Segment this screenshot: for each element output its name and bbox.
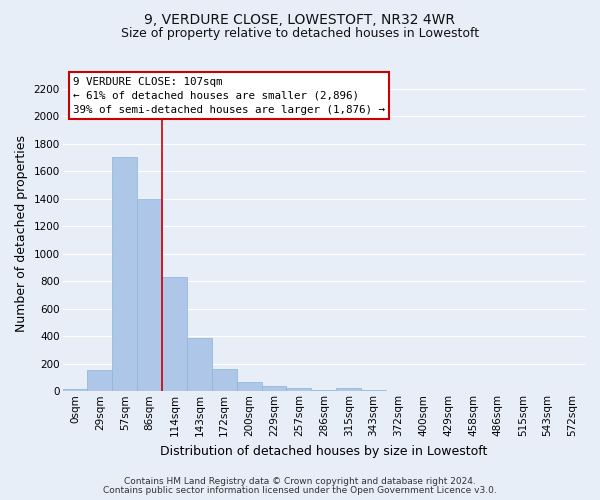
Bar [62, 389, 88, 392]
Bar [187, 338, 212, 392]
Bar [286, 388, 311, 392]
X-axis label: Distribution of detached houses by size in Lowestoft: Distribution of detached houses by size … [160, 444, 487, 458]
Bar [311, 390, 336, 392]
Bar [112, 157, 137, 392]
Bar [88, 370, 112, 392]
Text: 9 VERDURE CLOSE: 107sqm
← 61% of detached houses are smaller (2,896)
39% of semi: 9 VERDURE CLOSE: 107sqm ← 61% of detache… [73, 76, 385, 114]
Bar [162, 277, 187, 392]
Bar [361, 390, 386, 392]
Bar [237, 382, 262, 392]
Y-axis label: Number of detached properties: Number of detached properties [15, 134, 28, 332]
Bar [386, 390, 411, 392]
Text: Contains public sector information licensed under the Open Government Licence v3: Contains public sector information licen… [103, 486, 497, 495]
Bar [336, 388, 361, 392]
Text: 9, VERDURE CLOSE, LOWESTOFT, NR32 4WR: 9, VERDURE CLOSE, LOWESTOFT, NR32 4WR [145, 12, 455, 26]
Bar [137, 199, 162, 392]
Bar [212, 368, 237, 392]
Text: Contains HM Land Registry data © Crown copyright and database right 2024.: Contains HM Land Registry data © Crown c… [124, 477, 476, 486]
Bar [262, 386, 286, 392]
Text: Size of property relative to detached houses in Lowestoft: Size of property relative to detached ho… [121, 28, 479, 40]
